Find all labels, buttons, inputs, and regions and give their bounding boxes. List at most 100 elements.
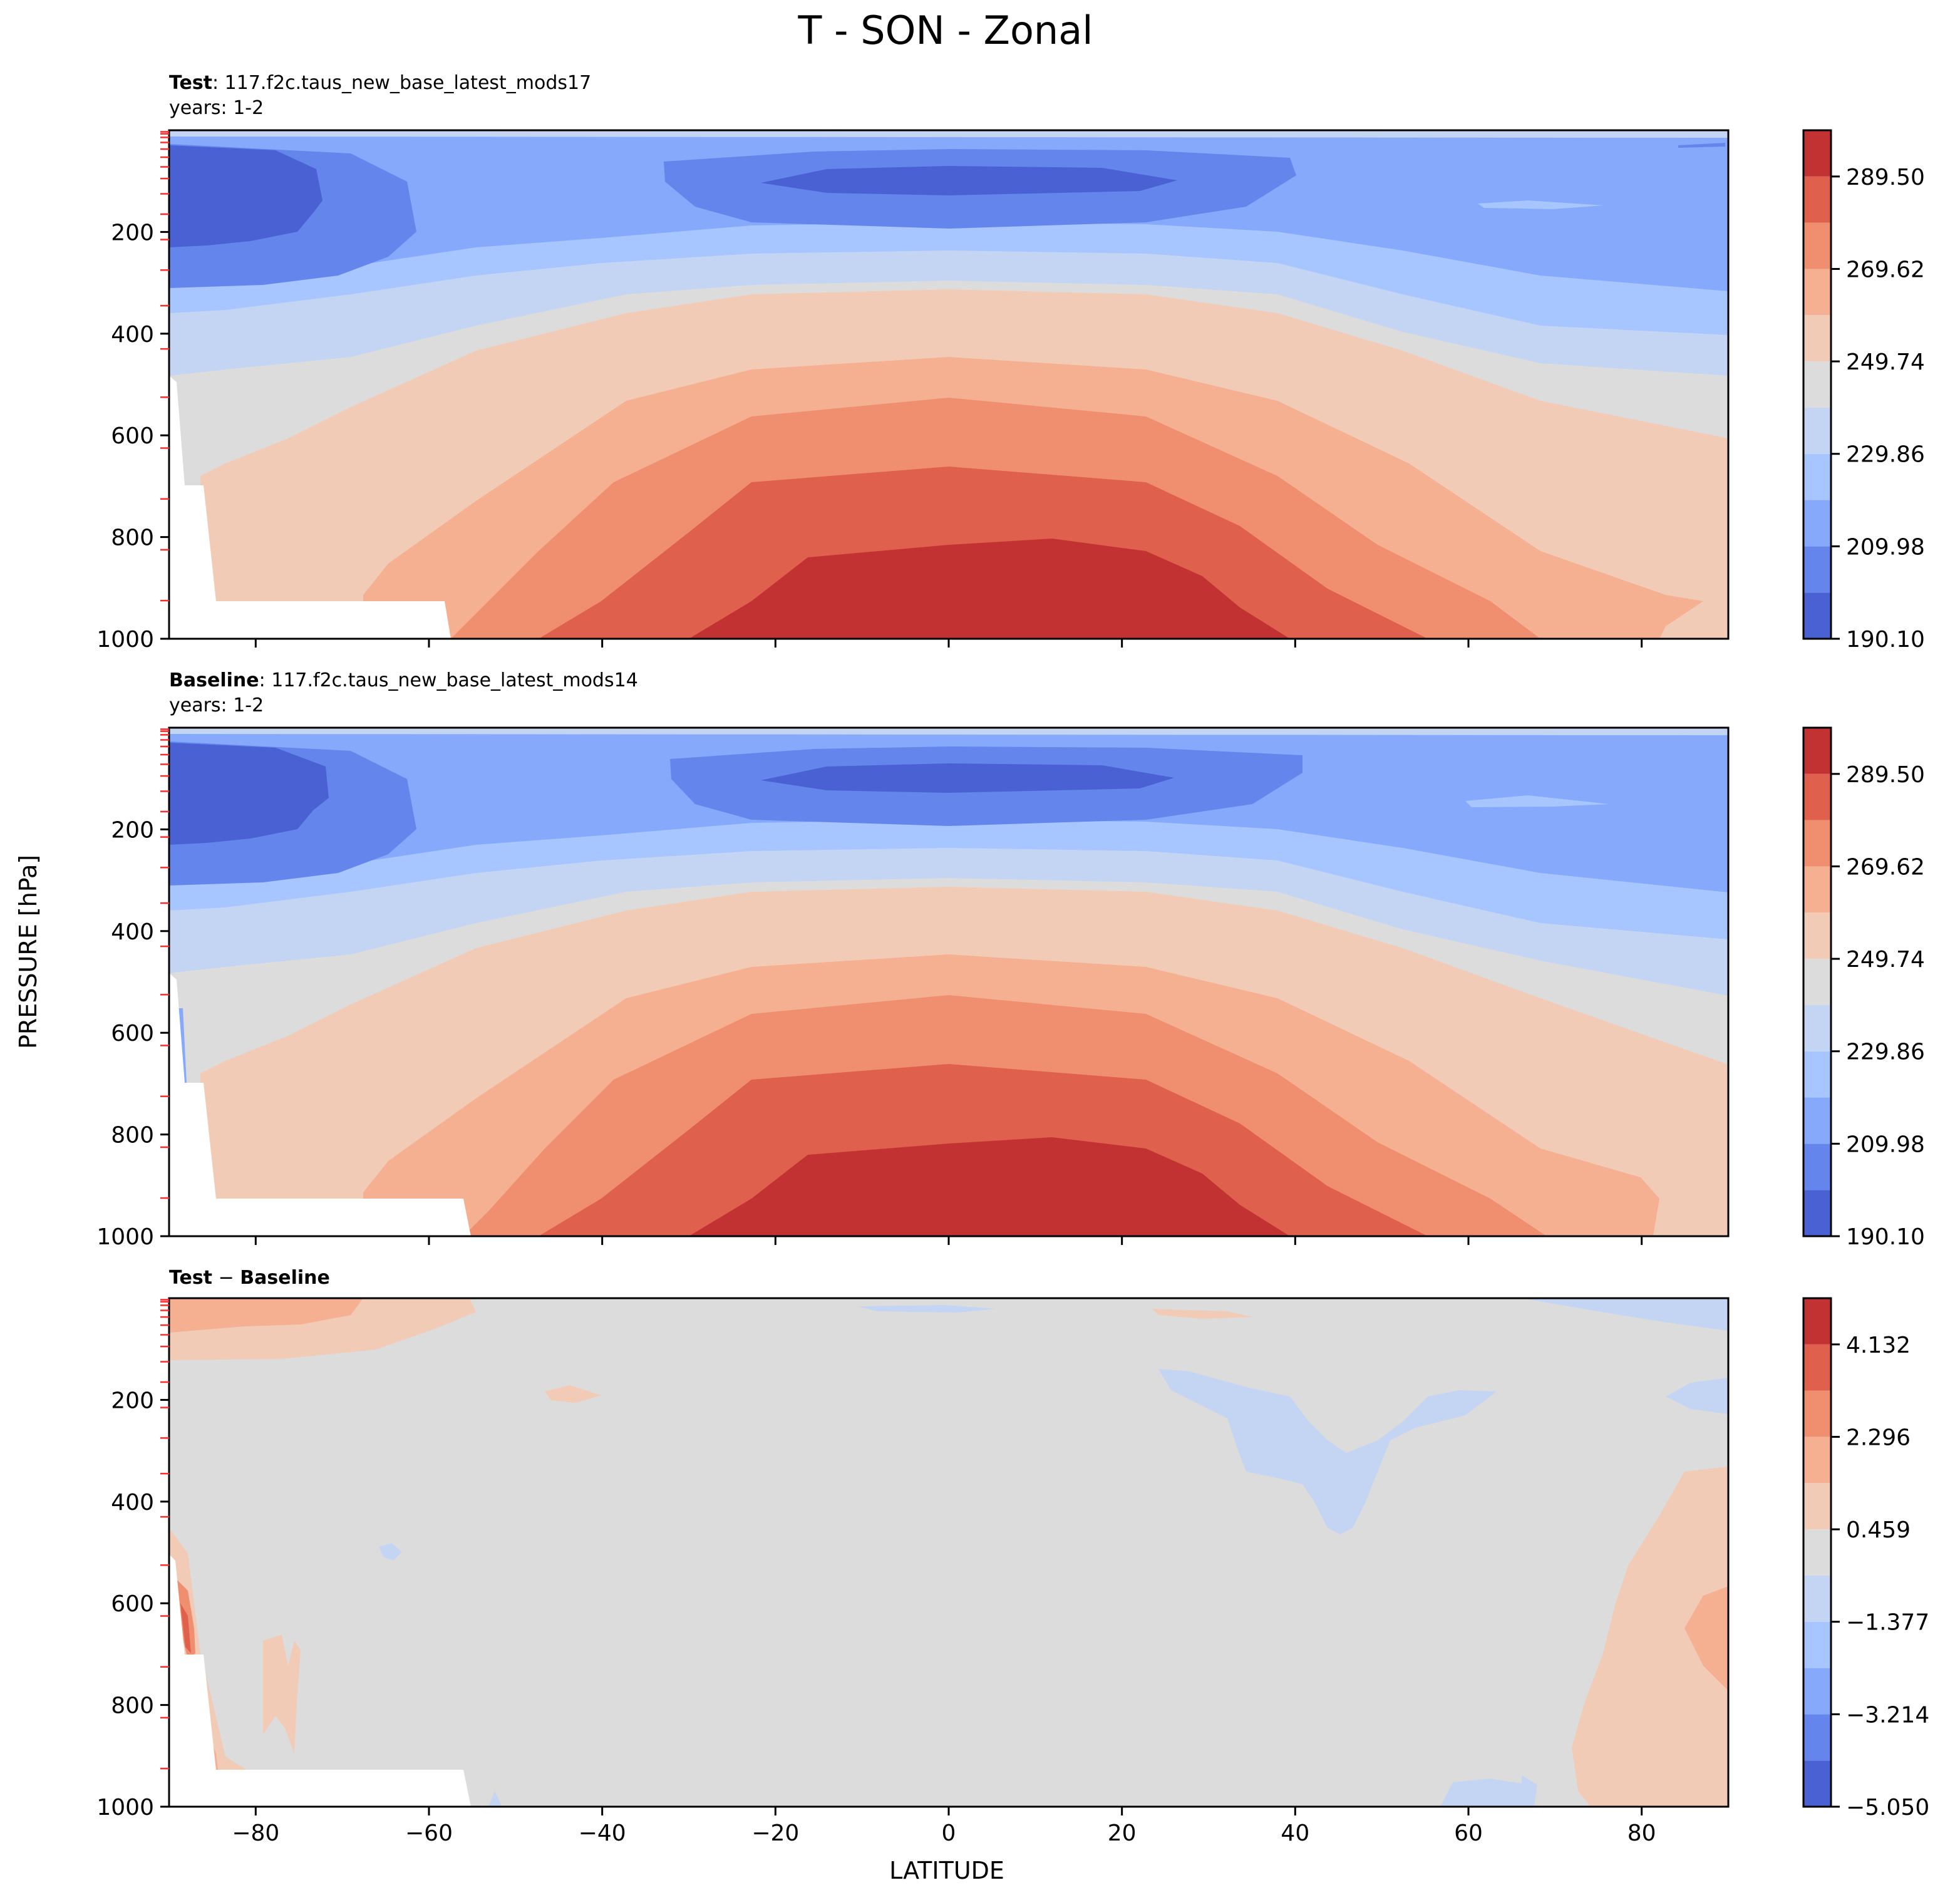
baseline-y-ticks: 200 400 600 800 1000 [96, 817, 169, 1250]
contour-band-299 [689, 539, 1290, 639]
contour-band-pos1-blob [545, 1385, 601, 1403]
colorbar-segment [1803, 1714, 1831, 1761]
contour-band-239-top [169, 728, 1728, 735]
colorbar-segment [1803, 315, 1831, 362]
colorbar-tick-label: −1.377 [1846, 1610, 1929, 1636]
contour-band-229-patch [1465, 795, 1609, 807]
colorbar-segment [1803, 959, 1831, 1005]
diff-minor-level-ticks [160, 1299, 169, 1770]
colorbar-segment [1803, 1190, 1831, 1236]
colorbar-segment [1803, 1390, 1831, 1437]
test-panel-years: years: 1-2 [169, 97, 264, 119]
colorbar-segment [1803, 728, 1831, 774]
y-tick-label: 600 [111, 423, 154, 449]
colorbar-tick-label: 229.86 [1846, 1040, 1925, 1065]
colorbar-frame [1802, 726, 1832, 1237]
colorbar-tick-label: 289.50 [1846, 762, 1925, 788]
x-tick-label: −20 [751, 1820, 799, 1846]
colorbar-tick-label: 229.86 [1846, 442, 1925, 468]
colorbar-segment [1803, 1621, 1831, 1668]
colorbar-segment [1803, 361, 1831, 408]
colorbar-tick-label: −3.214 [1846, 1702, 1929, 1728]
contour-band-pos2-top-left [169, 1298, 363, 1333]
colorbar-segment [1803, 500, 1831, 547]
contour-band-neg1-right [1666, 1378, 1728, 1414]
colorbar-segment [1803, 453, 1831, 500]
test-contour-plot [169, 130, 1728, 639]
colorbar-tick-label: 249.74 [1846, 947, 1925, 973]
test-colorbar: 190.10 209.98 229.86 249.74 269.62 289.50 [1802, 129, 1925, 653]
colorbar-segment [1803, 1004, 1831, 1051]
contour-band-neg1-dot [379, 1543, 402, 1561]
colorbar-segment [1803, 1668, 1831, 1715]
y-tick-label: 200 [111, 817, 154, 843]
x-tick-label: 60 [1454, 1820, 1483, 1846]
colorbar-segment [1803, 269, 1831, 316]
diff-x-ticks: −80 −60 −40 −20 0 20 40 60 80 [232, 1807, 1656, 1846]
baseline-contour-plot [169, 728, 1728, 1236]
x-tick-label: −40 [579, 1820, 626, 1846]
contour-band-199 [169, 145, 1177, 247]
y-tick-label: 200 [111, 1388, 154, 1413]
test-x-ticks [254, 639, 1643, 648]
colorbar-segment [1803, 912, 1831, 959]
colorbar-tick-label: 249.74 [1846, 349, 1925, 375]
contour-band-pos1-strip [1152, 1309, 1252, 1319]
colorbar-tick-label: 0.459 [1846, 1517, 1911, 1543]
diff-panel: Test − Baseline −80 −60 −40 −20 0 20 40 60 80 [96, 1267, 1929, 1846]
contour-band-neg1-mid [1158, 1369, 1497, 1534]
colorbar-segment [1803, 407, 1831, 454]
test-y-ticks: 200 400 600 800 1000 [96, 220, 169, 653]
diff-colorbar: −5.050 −3.214 −1.377 0.459 2.296 4.132 [1802, 1297, 1929, 1820]
test-minor-level-ticks [160, 131, 169, 602]
colorbar-segment [1803, 1344, 1831, 1391]
no-data-mask [169, 973, 471, 1236]
colorbar-tick-label: 2.296 [1846, 1425, 1911, 1450]
colorbar-segment [1803, 1097, 1831, 1144]
y-tick-label: 1000 [96, 627, 154, 653]
contour-band-229-patch [1478, 200, 1603, 209]
y-tick-label: 600 [111, 1591, 154, 1617]
colorbar-segment [1803, 1529, 1831, 1576]
colorbar-tick-label: 209.98 [1846, 534, 1925, 560]
y-axis-label: PRESSURE [hPa] [14, 855, 42, 1049]
colorbar-frame [1802, 1297, 1832, 1808]
colorbar-segment [1803, 176, 1831, 223]
colorbar-tick-label: 269.62 [1846, 257, 1925, 282]
test-panel-label: Test: 117.f2c.taus_new_base_latest_mods1… [169, 72, 591, 94]
diff-label-test: Test [169, 1267, 212, 1289]
y-tick-label: 1000 [96, 1795, 154, 1820]
y-tick-label: 400 [111, 919, 154, 945]
colorbar-segment [1803, 820, 1831, 867]
no-data-mask [169, 1554, 471, 1807]
baseline-panel-label: Baseline: 117.f2c.taus_new_base_latest_m… [169, 669, 638, 691]
y-tick-label: 800 [111, 1693, 154, 1719]
colorbar-tick-label: 190.10 [1846, 1224, 1925, 1250]
contour-band-pos1-right [1572, 1467, 1728, 1807]
x-tick-label: 0 [942, 1820, 956, 1846]
colorbar-tick-label: 269.62 [1846, 854, 1925, 880]
colorbar-frame [1802, 129, 1832, 640]
contour-band-209 [169, 143, 1725, 288]
contour-band-pos4-left [180, 1603, 191, 1653]
x-tick-label: −60 [405, 1820, 453, 1846]
colorbar-segment [1803, 1144, 1831, 1190]
colorbar-segment [1803, 866, 1831, 913]
x-tick-label: 40 [1281, 1820, 1309, 1846]
contour-band-0 [169, 1298, 1728, 1807]
y-tick-label: 400 [111, 1490, 154, 1515]
colorbar-tick-label: 4.132 [1846, 1333, 1911, 1358]
colorbar-segment [1803, 1437, 1831, 1484]
y-tick-label: 800 [111, 1123, 154, 1149]
colorbar-tick-label: 289.50 [1846, 165, 1925, 190]
colorbar-tick-label: 209.98 [1846, 1132, 1925, 1157]
contour-band-pos1-left-patch [263, 1634, 301, 1753]
colorbar-segment [1803, 592, 1831, 639]
x-tick-label: 20 [1108, 1820, 1137, 1846]
y-tick-label: 1000 [96, 1224, 154, 1250]
diff-label-baseline: Baseline [240, 1267, 330, 1289]
diff-contour-plot [169, 1298, 1728, 1807]
colorbar-tick-label: 190.10 [1846, 627, 1925, 653]
figure-title: T - SON - Zonal [798, 8, 1093, 53]
